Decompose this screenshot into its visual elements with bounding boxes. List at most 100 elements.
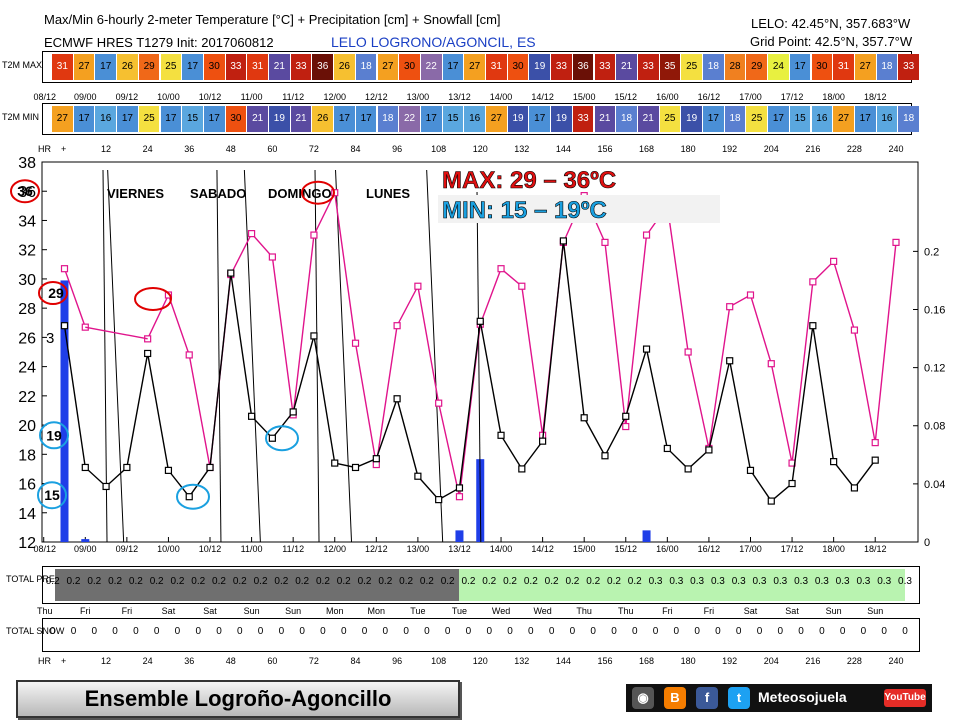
hour-label: 192 [722, 656, 738, 666]
series-point [642, 345, 651, 353]
t2m-min-cell: 17 [529, 106, 551, 132]
series-point [518, 282, 526, 290]
precip-value: 0.3 [773, 576, 788, 587]
t2m-min-cell: 21 [594, 106, 616, 132]
weekday-label: Wed [491, 606, 511, 616]
series-point [601, 238, 609, 246]
precip-value: 0.2 [336, 576, 351, 587]
twitter-icon[interactable]: t [728, 687, 750, 709]
circle-trough-19-circle [265, 425, 299, 452]
y2-tick-label: 0.12 [924, 363, 945, 375]
t2m-max-cell: 33 [290, 54, 312, 80]
hour-label: 180 [680, 144, 696, 154]
hour-label: 204 [763, 144, 779, 154]
t2m-min-cell: 26 [312, 106, 334, 132]
snow-value: 0 [652, 626, 659, 637]
series-point [435, 399, 443, 407]
snow-value: 0 [819, 626, 825, 637]
hour-label: 72 [308, 144, 319, 154]
t2m-min-cell: 17 [768, 106, 789, 132]
y-tick-label: 34 [18, 213, 36, 230]
date-label: 10/00 [157, 544, 180, 554]
snow-value: 0 [902, 626, 908, 637]
min-range-text: MIN: 15 – 19ºC [442, 197, 607, 224]
series-point [331, 459, 339, 467]
snow-value: 0 [611, 626, 617, 637]
hour-label: 168 [639, 656, 655, 666]
hour-label: 132 [514, 656, 530, 666]
date-label: 15/00 [572, 92, 596, 102]
t2m-min-strip: 27 17 16 17 25 17 15 17 30 21 19 21 26 17 17 18 22 17 15 16… [42, 103, 919, 135]
hour-label: 108 [431, 656, 447, 666]
blogger-icon[interactable]: B [664, 687, 686, 709]
y-tick-label: 20 [18, 418, 36, 435]
snow-value: 0 [91, 626, 98, 637]
weekday-label: Sat [743, 606, 758, 616]
series-point [60, 322, 69, 330]
weekday-label: Fri [121, 606, 133, 616]
precip-value: 0.2 [461, 576, 476, 587]
snow-value: 0 [174, 626, 181, 637]
date-label: 18/00 [822, 544, 845, 554]
date-label: 17/00 [739, 92, 762, 102]
series-point [185, 351, 193, 359]
date-label: 15/12 [614, 92, 638, 102]
ensemble-banner: Ensemble Logroño-Agoncillo [16, 680, 460, 718]
hour-label: 60 [267, 656, 278, 666]
t2m-min-cell: 21 [247, 106, 268, 132]
weekday-label: Wed [533, 606, 552, 616]
t2m-max-cell: 22 [420, 54, 442, 80]
date-label: 09/00 [74, 544, 97, 554]
y-tick-label: 24 [18, 360, 36, 377]
t2m-min-cell: 17 [355, 106, 377, 132]
t2m-min-cell: 17 [117, 106, 138, 132]
snow-value: 0 [49, 626, 56, 637]
hour-label: 120 [472, 144, 488, 154]
t2m-max-strip: 31 27 17 26 29 25 17 30 33 31 21 33 36 26 18 27 30 22 17 27… [42, 51, 919, 83]
t2m-max-cell: 17 [182, 54, 203, 80]
series-point [455, 484, 464, 492]
t2m-max-cell: 18 [703, 54, 724, 80]
snow-value: 0 [798, 626, 804, 637]
series-point [580, 414, 588, 422]
station-coords: LELO: 42.45°N, 357.683°W [751, 16, 911, 31]
series-point [767, 360, 775, 368]
facebook-icon[interactable]: f [696, 687, 718, 709]
series-point [705, 446, 713, 454]
precip-value: 0.2 [253, 576, 268, 587]
t2m-max-cell: 33 [551, 54, 572, 80]
instagram-icon[interactable]: ◉ [632, 687, 654, 709]
precip-value: 0.2 [378, 576, 393, 587]
series-point [684, 465, 692, 473]
t2m-min-cell: 30 [225, 106, 247, 132]
t2m-max-cell: 30 [507, 54, 529, 80]
strip-label-max: T2M MAX [2, 60, 43, 70]
series-point [830, 257, 838, 265]
series-point [850, 484, 859, 492]
t2m-max-cell: 33 [898, 54, 919, 80]
weekday-label: Tue [451, 606, 468, 616]
series-line [63, 268, 86, 328]
snow-value: 0 [361, 626, 368, 637]
precip-value: 0.3 [835, 576, 850, 587]
circle-trough-15-circle [176, 483, 210, 510]
hour-label: 240 [888, 144, 904, 154]
hour-label: 216 [805, 144, 821, 154]
y-tick-label: 14 [18, 506, 36, 523]
t2m-max-cell: 30 [203, 54, 225, 80]
t2m-max-cell: 21 [616, 54, 637, 80]
hour-label: 84 [350, 656, 361, 666]
snow-value: 0 [153, 626, 160, 637]
t2m-min-cell: 17 [334, 106, 355, 132]
youtube-icon[interactable]: YouTube [884, 689, 926, 707]
hr-label-top: HR [38, 144, 51, 154]
series-point [393, 322, 401, 330]
circle-peak-29-circle [134, 287, 172, 311]
date-label: 14/00 [489, 92, 513, 102]
precip-value: 0.3 [669, 576, 684, 587]
date-label: 14/00 [489, 544, 513, 554]
hour-label: 36 [184, 656, 195, 666]
t2m-max-cell: 17 [789, 54, 811, 80]
series-point [351, 339, 360, 347]
precip-value: 0.3 [752, 576, 767, 587]
